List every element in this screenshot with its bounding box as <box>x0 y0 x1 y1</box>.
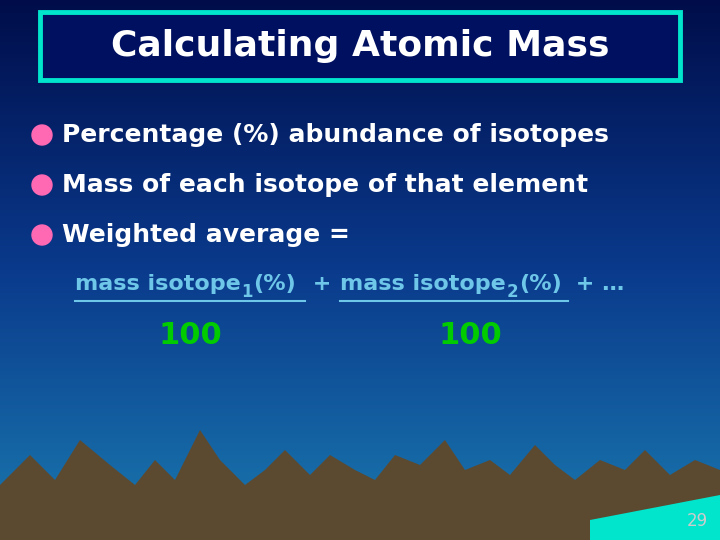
Text: 29: 29 <box>687 512 708 530</box>
Text: 100: 100 <box>158 321 222 349</box>
Circle shape <box>32 225 52 245</box>
Polygon shape <box>0 430 720 540</box>
Text: Calculating Atomic Mass: Calculating Atomic Mass <box>111 29 609 63</box>
Text: +: + <box>305 274 339 294</box>
Text: mass isotope: mass isotope <box>75 274 240 294</box>
Polygon shape <box>590 495 720 540</box>
Circle shape <box>32 175 52 195</box>
Text: Weighted average =: Weighted average = <box>62 223 350 247</box>
Text: 100: 100 <box>438 321 502 349</box>
Text: 1: 1 <box>241 283 253 301</box>
Text: Mass of each isotope of that element: Mass of each isotope of that element <box>62 173 588 197</box>
Text: (%): (%) <box>253 274 296 294</box>
Circle shape <box>32 125 52 145</box>
Text: Percentage (%) abundance of isotopes: Percentage (%) abundance of isotopes <box>62 123 609 147</box>
Text: mass isotope: mass isotope <box>340 274 505 294</box>
Text: + …: + … <box>568 274 624 294</box>
FancyBboxPatch shape <box>40 12 680 80</box>
Text: (%): (%) <box>519 274 562 294</box>
Text: 2: 2 <box>507 283 518 301</box>
